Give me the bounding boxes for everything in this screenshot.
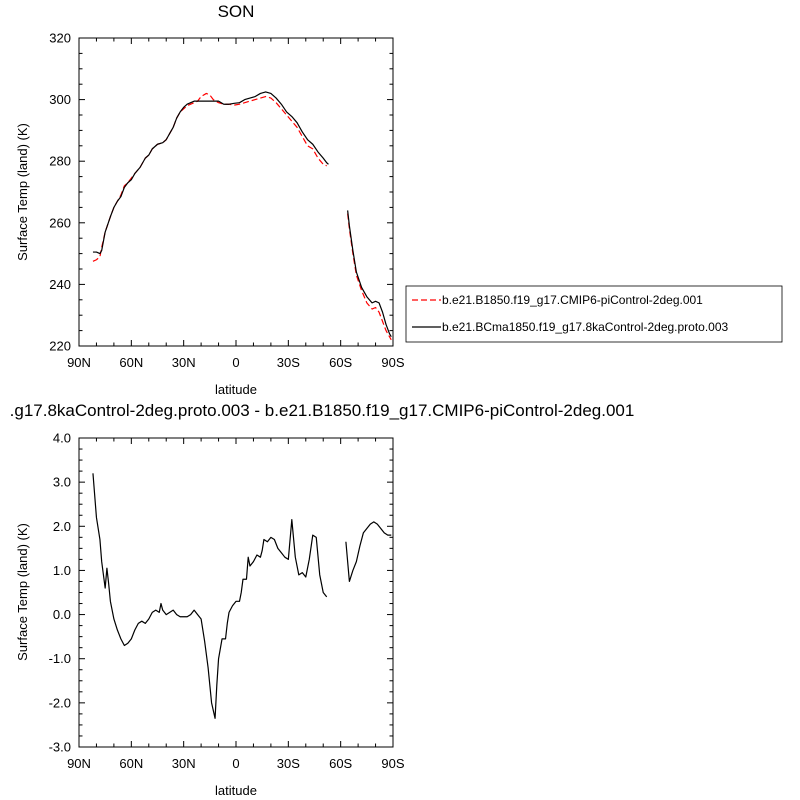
bottom-x-tick-label: 90N	[67, 756, 91, 771]
top-y-tick-label: 320	[49, 31, 71, 46]
bottom-y-tick-label: 1.0	[53, 563, 71, 578]
legend-label-8ka: b.e21.BCma1850.f19_g17.8kaControl-2deg.p…	[442, 320, 729, 334]
legend-label-control: b.e21.B1850.f19_g17.CMIP6-piControl-2deg…	[442, 293, 703, 307]
top-series-0-segment-0	[92, 92, 327, 262]
top-series-lines	[92, 91, 392, 341]
top-y-axis-label: Surface Temp (land) (K)	[15, 123, 30, 261]
top-y-tick-label: 300	[49, 92, 71, 107]
bottom-chart-title: .g17.8kaControl-2deg.proto.003 - b.e21.B…	[10, 401, 635, 420]
bottom-y-tick-label: 2.0	[53, 519, 71, 534]
bottom-y-tick-label: 4.0	[53, 431, 71, 446]
bottom-x-tick-label: 0	[232, 756, 239, 771]
bottom-series-0-segment-0	[92, 473, 328, 719]
top-axis-ticks: 90N 60N 30N 0 30S 60S 90S 220 240 260 280 300 320	[49, 31, 405, 371]
bottom-x-tick-label: 30N	[172, 756, 196, 771]
bottom-y-tick-label: -1.0	[49, 651, 71, 666]
bottom-axis-ticks: 90N 60N 30N 0 30S 60S 90S -3.0 -2.0 -1.0 0.0 1.0 2.0…	[49, 431, 405, 772]
top-x-tick-label: 90S	[381, 355, 404, 370]
bottom-plot-frame	[78, 437, 394, 748]
bottom-x-tick-label: 30S	[277, 756, 300, 771]
top-series-1-segment-1	[347, 210, 392, 338]
bottom-y-tick-label: -3.0	[49, 740, 71, 755]
top-y-tick-label: 280	[49, 154, 71, 169]
top-chart-title: SON	[218, 2, 255, 21]
bottom-series-lines	[92, 473, 392, 719]
bottom-x-tick-label: 90S	[381, 756, 404, 771]
top-x-tick-label: 90N	[67, 355, 91, 370]
bottom-y-tick-label: 3.0	[53, 475, 71, 490]
bottom-x-axis-label: latitude	[215, 783, 257, 798]
top-y-tick-label: 220	[49, 339, 71, 354]
bottom-y-tick-label: 0.0	[53, 607, 71, 622]
bottom-x-tick-label: 60N	[119, 756, 143, 771]
legend: b.e21.B1850.f19_g17.CMIP6-piControl-2deg…	[405, 285, 783, 343]
bottom-panel: .g17.8kaControl-2deg.proto.003 - b.e21.B…	[10, 401, 635, 798]
top-panel: SON 90N 60N 30N 0 30S 60S 90S 220 240 260 280 300 32…	[15, 2, 405, 397]
top-x-tick-label: 60S	[329, 355, 352, 370]
bottom-x-tick-label: 60S	[329, 756, 352, 771]
top-x-axis-label: latitude	[215, 382, 257, 397]
legend-box	[405, 285, 783, 343]
top-x-tick-label: 30N	[172, 355, 196, 370]
top-x-tick-label: 60N	[119, 355, 143, 370]
top-x-tick-label: 30S	[277, 355, 300, 370]
bottom-series-0-segment-1	[345, 521, 392, 583]
top-plot-frame	[78, 37, 394, 347]
top-y-tick-label: 260	[49, 215, 71, 230]
top-x-tick-label: 0	[232, 355, 239, 370]
top-y-tick-label: 240	[49, 277, 71, 292]
bottom-y-tick-label: -2.0	[49, 695, 71, 710]
bottom-y-axis-label: Surface Temp (land) (K)	[15, 523, 30, 661]
top-series-1-segment-0	[92, 91, 329, 255]
